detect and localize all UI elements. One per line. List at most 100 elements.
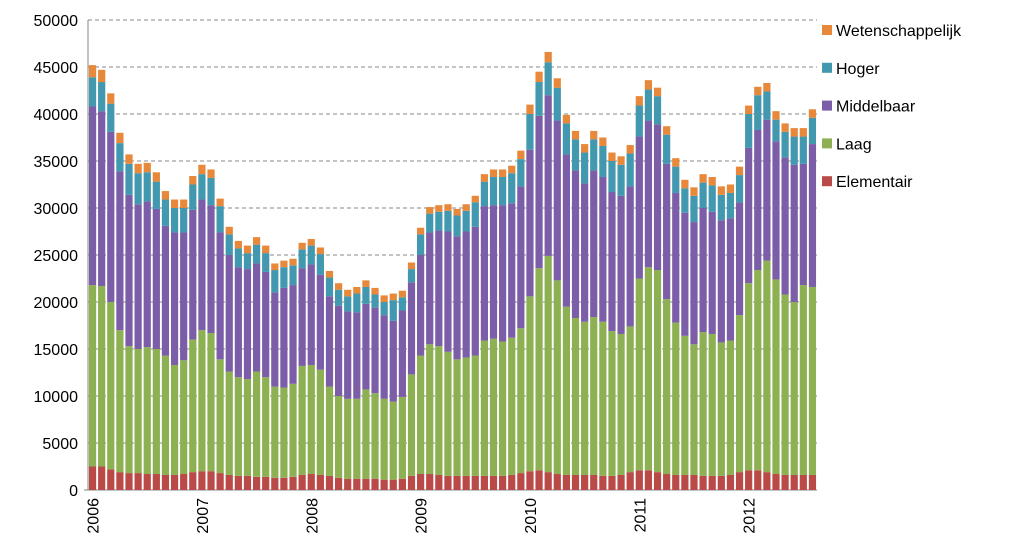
bar-segment <box>535 470 543 490</box>
bar-segment <box>88 466 97 490</box>
bar-segment <box>362 280 370 287</box>
bar-segment <box>608 161 616 193</box>
bar-segment <box>717 342 725 476</box>
bar-segment <box>708 475 716 490</box>
bar-segment <box>325 277 334 297</box>
bar-segment <box>708 176 716 186</box>
bar-segment <box>161 199 170 226</box>
legend-label: Laag <box>836 136 872 153</box>
bar-segment <box>252 237 261 245</box>
bar-segment <box>334 396 343 478</box>
bar-segment <box>216 359 224 474</box>
bar-segment <box>644 89 653 121</box>
bar-segment <box>262 271 270 378</box>
bar-segment <box>562 123 571 155</box>
bar-segment <box>198 471 206 490</box>
bar-segment <box>681 212 689 336</box>
bar-segment <box>417 255 425 356</box>
bar-segment <box>216 232 224 360</box>
bar-segment <box>252 371 261 477</box>
bar-segment <box>325 296 334 387</box>
bar-segment <box>699 182 707 208</box>
bar-segment <box>508 337 516 475</box>
bar-segment <box>98 286 106 467</box>
bar-segment <box>553 280 561 475</box>
bar-segment <box>289 258 297 266</box>
bar-segment <box>663 299 671 475</box>
bar-segment <box>626 186 634 327</box>
y-tick-label: 35000 <box>34 154 79 171</box>
y-tick-label: 5000 <box>42 436 78 453</box>
bar-segment <box>544 255 552 473</box>
bar-segment <box>307 264 315 365</box>
bar-segment <box>653 87 662 97</box>
bar-segment <box>590 317 598 475</box>
bar-segment <box>334 477 343 490</box>
bar-segment <box>344 289 352 297</box>
bar-segment <box>499 169 507 177</box>
bar-segment <box>480 475 488 490</box>
bar-segment <box>735 472 744 490</box>
x-tick-label: 2009 <box>414 498 431 534</box>
bar-segment <box>690 187 698 196</box>
bar-segment <box>608 192 616 332</box>
bar-segment <box>617 195 625 334</box>
bar-segment <box>88 285 97 467</box>
bar-segment <box>271 386 279 478</box>
bar-segment <box>225 371 233 475</box>
bar-segment <box>107 103 115 132</box>
bar-segment <box>234 475 242 490</box>
y-tick-label: 10000 <box>34 389 79 406</box>
bar-segment <box>280 387 288 478</box>
bar-segment <box>316 247 324 255</box>
bar-segment <box>107 131 115 302</box>
bar-segment <box>161 225 170 356</box>
bar-segment <box>389 300 397 321</box>
bar-segment <box>280 287 288 388</box>
bar-segment <box>252 476 261 490</box>
bar-segment <box>708 333 716 476</box>
bar-segment <box>426 207 434 214</box>
bar-segment <box>134 173 142 205</box>
bar-segment <box>745 147 753 284</box>
bar-segment <box>444 475 452 490</box>
bar-segment <box>635 278 643 471</box>
bar-segment <box>407 269 416 283</box>
bar-segment <box>599 321 607 476</box>
bar-segment <box>116 132 124 144</box>
bar-segment <box>417 227 425 235</box>
bar-segment <box>207 169 215 178</box>
bar-segment <box>690 344 698 475</box>
bar-segment <box>480 206 488 341</box>
bar-segment <box>207 333 215 472</box>
bar-segment <box>98 82 106 112</box>
bar-segment <box>125 163 133 195</box>
bar-segment <box>107 469 115 490</box>
bar-segment <box>790 128 798 137</box>
y-tick-label: 15000 <box>34 342 79 359</box>
bar-segment <box>590 474 598 490</box>
bar-segment <box>362 478 370 490</box>
bar-segment <box>653 472 662 490</box>
bar-segment <box>581 321 589 475</box>
bar-segment <box>754 95 762 130</box>
bar-segment <box>626 326 634 473</box>
bar-segment <box>626 472 634 490</box>
bar-segment <box>499 205 507 342</box>
bar-segment <box>571 474 580 490</box>
bar-segment <box>553 120 561 281</box>
legend-label: Elementair <box>836 174 913 191</box>
bar-segment <box>571 317 580 475</box>
bar-segment <box>735 315 744 473</box>
bar-segment <box>635 105 643 137</box>
bar-segment <box>307 364 315 475</box>
bar-segment <box>435 346 443 475</box>
bar-segment <box>699 475 707 490</box>
bar-segment <box>170 199 179 208</box>
bar-segment <box>316 369 324 475</box>
bar-segment <box>398 396 406 479</box>
bar-segment <box>98 111 106 287</box>
bar-segment <box>754 86 762 96</box>
bar-segment <box>380 315 388 399</box>
bar-segment <box>599 475 607 490</box>
